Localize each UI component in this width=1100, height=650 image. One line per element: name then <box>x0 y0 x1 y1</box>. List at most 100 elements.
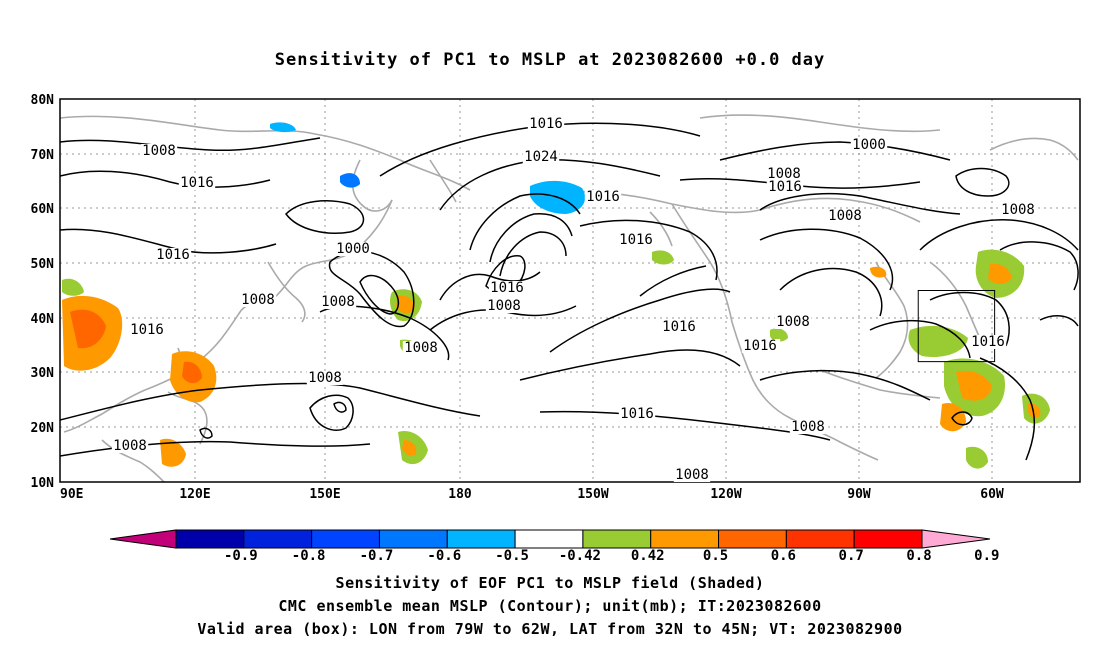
contour-label: 1008 <box>113 438 147 454</box>
contour-label-background <box>826 209 864 223</box>
lon-tick-label: 150E <box>309 487 340 502</box>
contour-label-background <box>617 233 655 247</box>
colorbar-tick-label: 0.5 <box>703 548 728 564</box>
contour-label-background <box>140 144 178 158</box>
lon-tick-label: 180 <box>448 487 472 502</box>
contour-label-background <box>969 335 1007 349</box>
colorbar-segment <box>718 529 787 549</box>
contour-label: 1016 <box>662 319 696 335</box>
contour-label: 1016 <box>743 338 777 354</box>
contour-label-background <box>774 315 812 329</box>
contour-label: 1008 <box>828 208 862 224</box>
colorbar-segment <box>446 529 516 549</box>
caption-line-3: Valid area (box): LON from 79W to 62W, L… <box>197 620 903 638</box>
contour-label: 1016 <box>490 280 524 296</box>
caption-line-1: Sensitivity of EOF PC1 to MSLP field (Sh… <box>335 574 765 592</box>
contour-label-background <box>999 203 1037 217</box>
colorbar-tick-label: -0.6 <box>427 548 461 564</box>
contour-label-background <box>334 242 372 256</box>
contour-label: 1016 <box>586 189 620 205</box>
lon-tick-label: 120E <box>179 487 210 502</box>
colorbar-tick-label: 0.7 <box>839 548 864 564</box>
contour-label-background <box>584 190 622 204</box>
lat-tick-label: 80N <box>31 93 55 108</box>
valid-area-box <box>917 290 996 363</box>
contour-label-background <box>154 248 192 262</box>
contour-label-background <box>789 420 827 434</box>
colorbar-tick-label: -0.7 <box>360 548 394 564</box>
colorbar-segment <box>853 529 923 549</box>
lat-tick-label: 70N <box>31 148 55 163</box>
colorbar-segment <box>243 529 313 549</box>
lat-tick-label: 20N <box>31 421 55 436</box>
colorbar-tick-label: -0.8 <box>292 548 326 564</box>
contour-label-background <box>618 407 656 421</box>
colorbar-tick-label: 0.9 <box>974 548 999 564</box>
contour-label: 1008 <box>241 292 275 308</box>
contour-label: 1016 <box>768 179 802 195</box>
contour-label-background <box>850 138 888 152</box>
contour-label-background <box>766 180 804 194</box>
colorbar-segment <box>311 529 380 549</box>
contour-label: 1008 <box>791 419 825 435</box>
caption-line-2: CMC ensemble mean MSLP (Contour); unit(m… <box>278 597 822 615</box>
contour-label: 1016 <box>529 116 563 132</box>
map-frame-background <box>60 99 1080 482</box>
colorbar-tick-label: 0.8 <box>906 548 931 564</box>
contour-label: 1016 <box>620 406 654 422</box>
contour-label: 1008 <box>142 143 176 159</box>
lat-tick-label: 60N <box>31 202 55 217</box>
lon-tick-label: 150W <box>577 487 608 502</box>
contour-label: 1008 <box>321 294 355 310</box>
colorbar-segment <box>378 529 448 549</box>
chart-title: Sensitivity of PC1 to MSLP at 2023082600… <box>274 50 826 70</box>
contour-label: 1008 <box>487 298 521 314</box>
contour-label-background <box>485 299 523 313</box>
contour-label: 1008 <box>308 370 342 386</box>
contour-label-background <box>660 320 698 334</box>
colorbar-tick-label: -0.9 <box>224 548 258 564</box>
lon-tick-label: 60W <box>980 487 1004 502</box>
contour-label-background <box>673 468 711 482</box>
lat-tick-label: 50N <box>31 257 55 272</box>
colorbar-tick-label: -0.42 <box>559 548 601 564</box>
contour-label: 1008 <box>1001 202 1035 218</box>
contour-label: 1008 <box>776 314 810 330</box>
contour-label: 1000 <box>852 137 886 153</box>
contour-label-background <box>178 176 216 190</box>
contour-label: 1008 <box>404 340 438 356</box>
axis-label-layer: 80N 70N 60N 50N 40N 30N 20N 10N 90E 120E 150E 180 15… <box>31 93 1004 502</box>
contour-label: 1008 <box>767 166 801 182</box>
contour-label-background <box>765 167 803 181</box>
contour-label: 1016 <box>180 175 214 191</box>
colorbar-segment <box>582 529 652 549</box>
colorbar-min-arrow <box>109 529 177 549</box>
contour-label-background <box>741 339 779 353</box>
lat-tick-label: 10N <box>31 476 55 491</box>
contour-label: 1016 <box>971 334 1005 350</box>
colorbar-segment <box>650 529 720 549</box>
colorbar-max-arrow <box>921 529 991 549</box>
contour-label-background <box>319 295 357 309</box>
contour-label-background <box>527 117 565 131</box>
contour-label-background <box>239 293 277 307</box>
contour-label-background <box>488 281 526 295</box>
colorbar-segment <box>785 529 855 549</box>
colorbar-tick-label: 0.42 <box>631 548 665 564</box>
lon-tick-label: 120W <box>710 487 741 502</box>
contour-label-background <box>128 323 166 337</box>
contour-label-background <box>306 371 344 385</box>
contour-label-background <box>111 439 149 453</box>
lat-tick-label: 30N <box>31 366 55 381</box>
contour-label: 1024 <box>524 149 558 165</box>
colorbar-tick-label: -0.5 <box>495 548 529 564</box>
colorbar: -0.9 -0.8 -0.7 -0.6 -0.5 -0.42 0.42 0.5 0.6 0.7 0.… <box>109 529 999 564</box>
contour-label: 1000 <box>336 241 370 257</box>
contour-label: 1016 <box>130 322 164 338</box>
lat-tick-label: 40N <box>31 312 55 327</box>
contour-label: 1016 <box>156 247 190 263</box>
contour-label: 1016 <box>619 232 653 248</box>
contour-label-background <box>522 150 560 164</box>
lon-tick-label: 90W <box>847 487 871 502</box>
